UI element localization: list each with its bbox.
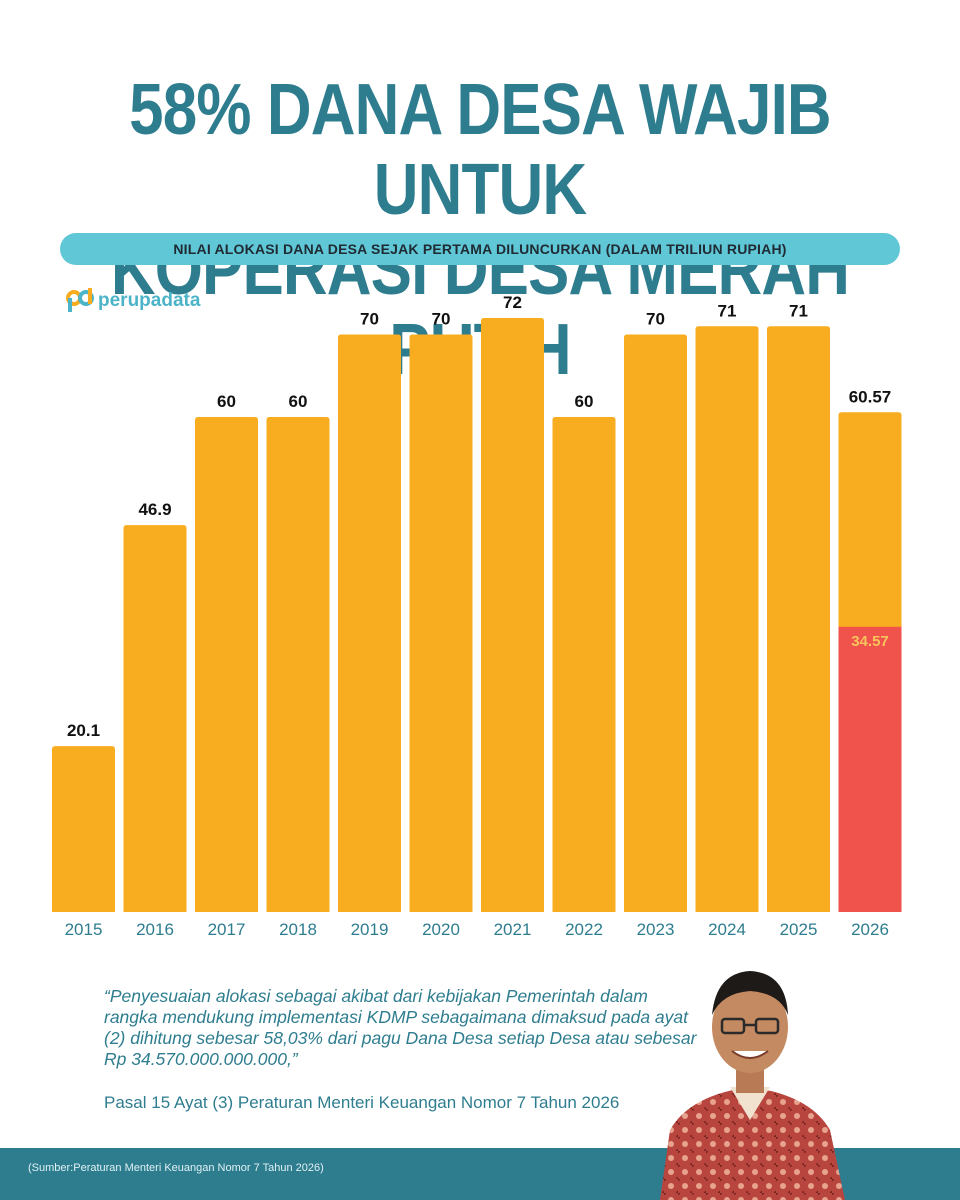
bar-value-label-2018: 60 [289,392,308,411]
brand-logo: perupadata [66,288,200,314]
bar-value-label-2016: 46.9 [138,500,171,519]
year-label-2019: 2019 [351,920,389,939]
bar-value-label-2021: 72 [503,293,522,312]
year-label-2023: 2023 [637,920,675,939]
chart-subtitle: NILAI ALOKASI DANA DESA SEJAK PERTAMA DI… [173,241,787,257]
bar-2020 [409,334,473,912]
year-label-2024: 2024 [708,920,746,939]
bar-2024 [695,326,759,912]
bar-2016 [123,525,187,912]
bar-2022 [552,417,616,912]
year-label-2020: 2020 [422,920,460,939]
bar-chart: 20.1 2015 46.9 2016 60 2017 60 2018 70 2019 70 2020… [52,293,902,939]
bar-2025 [767,326,830,912]
bar-2015 [52,746,115,912]
bar-value-label-2022: 60 [575,392,594,411]
brand-name: perupadata [98,290,201,311]
year-label-2026: 2026 [851,920,889,939]
headline-line-1: 58% DANA DESA WAJIB UNTUK [129,70,831,230]
perupadata-logo-icon [66,288,94,312]
bar-value-label-2025: 71 [789,301,808,320]
footer-source: (Sumber:Peraturan Menteri Keuangan Nomor… [28,1162,324,1174]
bar-value-label-2019: 70 [360,310,379,329]
year-label-2018: 2018 [279,920,317,939]
year-label-2016: 2016 [136,920,174,939]
bar-value-label-2020: 70 [432,310,451,329]
bar-value-label-2026: 60.57 [849,387,892,406]
year-label-2015: 2015 [65,920,103,939]
quote-citation: Pasal 15 Ayat (3) Peraturan Menteri Keua… [104,1093,620,1112]
bar-value-label-2017: 60 [217,392,236,411]
year-label-2017: 2017 [208,920,246,939]
highlight-segment-2026 [838,626,902,912]
year-label-2025: 2025 [780,920,818,939]
bar-2021 [481,318,544,912]
bar-2019 [338,334,401,912]
bar-value-label-2015: 20.1 [67,721,100,740]
quote-text: “Penyesuaian alokasi sebagai akibat dari… [104,986,697,1069]
official-portrait-illustration [660,971,845,1200]
year-label-2021: 2021 [494,920,532,939]
subtitle-banner: NILAI ALOKASI DANA DESA SEJAK PERTAMA DI… [60,233,900,265]
bar-2023 [624,334,687,912]
highlight-value-label-2026: 34.57 [851,633,889,650]
bar-2018 [266,417,330,912]
bar-2017 [195,417,258,912]
year-label-2022: 2022 [565,920,603,939]
bar-value-label-2023: 70 [646,310,665,329]
bar-value-label-2024: 71 [718,301,737,320]
